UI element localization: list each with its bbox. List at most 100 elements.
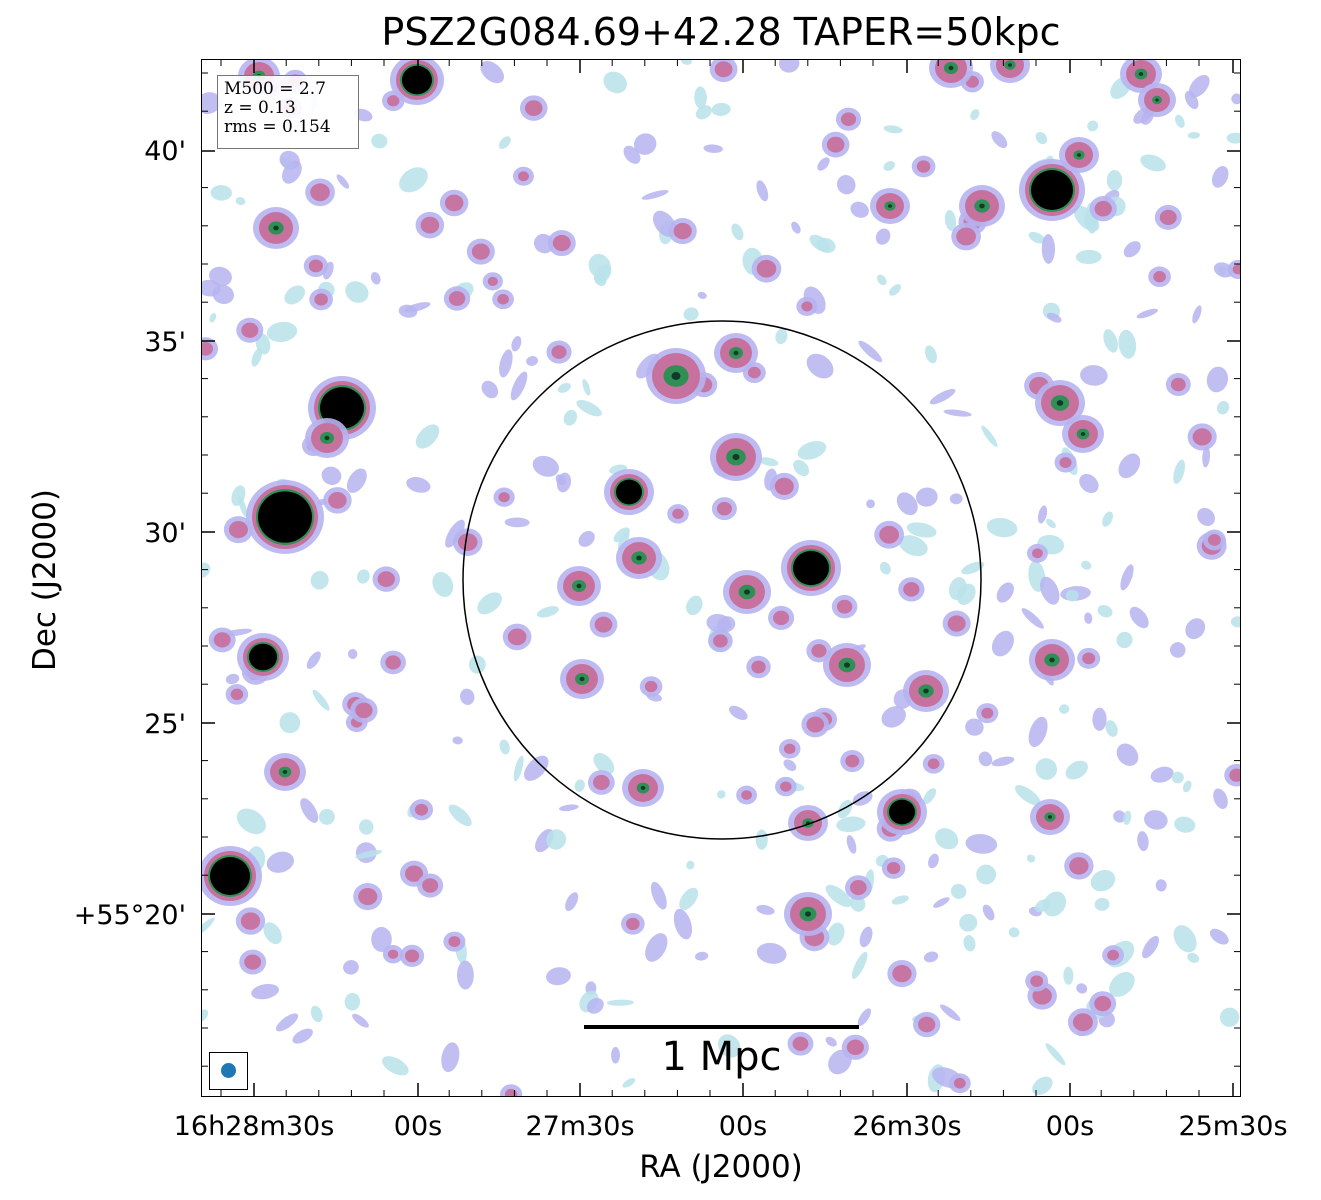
noise-blob	[358, 819, 374, 835]
faint-source	[213, 632, 231, 648]
noise-blob	[923, 951, 939, 963]
source-peak	[273, 225, 279, 231]
noise-blob	[1079, 473, 1099, 493]
faint-source	[836, 599, 853, 614]
source-peak	[805, 911, 811, 917]
noise-blob	[1192, 305, 1202, 324]
noise-blob	[929, 388, 956, 405]
noise-blob	[565, 892, 579, 912]
noise-blob	[1065, 589, 1079, 602]
bright-source-core	[258, 491, 312, 543]
noise-blob	[1213, 788, 1228, 809]
y-axis-label: Dec (J2000)	[27, 488, 63, 672]
noise-blob	[415, 424, 440, 449]
noise-blob	[991, 630, 1014, 657]
source-peak	[1048, 815, 1052, 819]
faint-source	[916, 160, 931, 173]
ra-tick-label: 00s	[393, 1111, 443, 1142]
noise-blob	[859, 926, 873, 948]
noise-blob	[924, 345, 937, 364]
noise-blob	[729, 705, 748, 721]
faint-source	[308, 259, 323, 273]
noise-blob	[633, 133, 657, 155]
noise-blob	[981, 425, 998, 447]
noise-blob	[593, 752, 615, 775]
noise-blob	[881, 706, 906, 728]
noise-blob	[1173, 459, 1186, 484]
faint-source	[387, 95, 400, 107]
noise-blob	[915, 487, 938, 507]
faint-source	[811, 643, 827, 658]
noise-blob	[959, 913, 978, 932]
faint-source	[448, 291, 466, 306]
noise-blob	[406, 477, 431, 493]
noise-blob	[755, 829, 768, 850]
noise-blob	[603, 71, 627, 94]
noise-blob	[1140, 154, 1166, 172]
noise-blob	[906, 522, 937, 538]
noise-blob	[1032, 1076, 1053, 1095]
noise-blob	[963, 935, 976, 952]
noise-blob	[825, 1036, 837, 1047]
noise-blob	[1197, 507, 1215, 527]
faint-source	[756, 259, 777, 278]
noise-blob	[1174, 816, 1196, 833]
noise-blob	[480, 60, 504, 84]
noise-blob	[943, 409, 972, 417]
noise-blob	[318, 808, 335, 825]
bright-source-core	[210, 857, 250, 895]
dec-tick-label: 35'	[144, 327, 186, 358]
noise-blob	[1103, 329, 1118, 353]
noise-blob	[758, 457, 779, 467]
noise-blob	[836, 175, 856, 195]
noise-blob	[1185, 618, 1206, 640]
noise-blob	[1026, 854, 1036, 863]
noise-blob	[266, 851, 294, 873]
noise-blob	[346, 468, 367, 493]
ra-tick-label: 26m30s	[852, 1111, 962, 1142]
noise-blob	[686, 860, 695, 870]
faint-source	[358, 888, 378, 906]
noise-blob	[586, 997, 604, 1014]
radio-continuum-map	[202, 60, 1240, 1096]
faint-source	[918, 1016, 936, 1033]
noise-blob	[1118, 453, 1141, 479]
noise-blob	[445, 519, 465, 548]
noise-blob	[1231, 93, 1240, 105]
source-peak	[1077, 153, 1081, 157]
bright-source-core	[793, 550, 829, 586]
noise-blob	[498, 136, 511, 149]
noise-blob	[563, 409, 578, 426]
noise-blob	[1034, 899, 1051, 913]
noise-blob	[371, 926, 392, 952]
noise-blob	[235, 197, 246, 206]
noise-blob	[1211, 166, 1229, 188]
noise-blob	[555, 474, 567, 486]
faint-source	[801, 301, 813, 312]
faint-source	[404, 865, 424, 882]
noise-blob	[510, 371, 528, 401]
faint-source	[1094, 200, 1112, 217]
faint-source	[845, 754, 860, 768]
faint-source	[892, 964, 912, 983]
noise-blob	[896, 492, 918, 516]
faint-source	[716, 501, 732, 516]
noise-blob	[883, 161, 895, 171]
noise-blob	[477, 592, 502, 615]
faint-source	[385, 655, 401, 670]
noise-blob	[1014, 785, 1041, 806]
noise-blob	[891, 895, 909, 905]
noise-blob	[355, 849, 383, 859]
source-peak	[576, 583, 582, 589]
noise-blob	[1035, 758, 1058, 780]
noise-blob	[1028, 716, 1048, 748]
noise-blob	[1171, 771, 1184, 784]
noise-blob	[673, 908, 693, 940]
radio-image-panel[interactable]	[201, 59, 1241, 1097]
noise-blob	[357, 569, 370, 584]
noise-blob	[312, 689, 330, 711]
noise-blob	[836, 816, 866, 833]
noise-blob	[1123, 810, 1132, 825]
noise-blob	[641, 190, 669, 200]
noise-blob	[300, 798, 319, 823]
